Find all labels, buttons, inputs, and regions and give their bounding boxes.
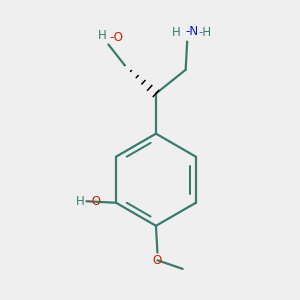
Text: -N: -N bbox=[186, 25, 199, 38]
Text: -O: -O bbox=[87, 195, 101, 208]
Text: H: H bbox=[172, 26, 181, 38]
Text: H: H bbox=[76, 195, 85, 208]
Text: O: O bbox=[153, 254, 162, 267]
Text: -O: -O bbox=[110, 31, 124, 44]
Text: -H: -H bbox=[198, 26, 212, 38]
Text: H: H bbox=[98, 29, 107, 42]
